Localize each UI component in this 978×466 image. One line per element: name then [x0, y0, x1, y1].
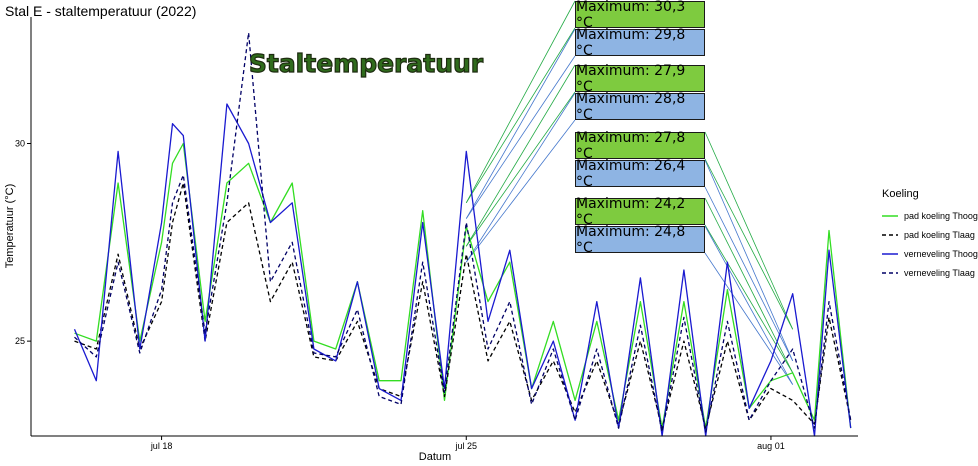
legend-item-3: verneveling Thoog: [882, 244, 978, 263]
annotation-connector: [465, 55, 576, 219]
x-tick-label: jul 25: [455, 441, 478, 451]
annotation-connector: [465, 119, 576, 263]
legend-label: pad koeling Tlaag: [904, 229, 975, 240]
annotation-box-4: Maximum: 28,8 °C: [575, 91, 705, 123]
legend-item-1: pad koeling Thoog: [882, 206, 978, 225]
annotation-connector: [465, 27, 576, 203]
annotation-box-1: Maximum: 30,3 °C: [575, 0, 705, 31]
chart-legend: Koeling pad koeling Thoog pad koeling Tla…: [882, 188, 978, 282]
legend-item-4: verneveling Tlaag: [882, 263, 978, 282]
annotation-connectors: [465, 0, 794, 385]
legend-swatch: [882, 214, 898, 217]
inner-chart-title: Staltemperatuur: [249, 49, 484, 78]
annotation-box-7: Maximum: 24,2 °C: [575, 196, 705, 228]
y-tick-label: 30: [15, 138, 25, 148]
annotation-connector: [465, 92, 576, 263]
series-line-3: [73, 103, 852, 437]
annotation-connector: [704, 252, 794, 385]
legend-label: verneveling Thoog: [904, 248, 978, 259]
annotation-box-2: Maximum: 29,8 °C: [575, 27, 705, 59]
y-axis-ticks: 25 30: [15, 138, 31, 346]
annotation-box-8: Maximum: 24,8 °C: [575, 224, 705, 256]
legend-label: verneveling Tlaag: [904, 267, 975, 278]
annotation-connector: [465, 28, 576, 219]
legend-swatch: [882, 271, 898, 274]
x-tick-label: aug 01: [757, 441, 785, 451]
y-axis-label: Temperatuur (°C): [4, 184, 16, 268]
legend-item-2: pad koeling Tlaag: [882, 225, 978, 244]
annotation-connector: [704, 159, 794, 362]
annotation-box-5: Maximum: 27,8 °C: [575, 130, 705, 162]
annotation-connector: [465, 0, 576, 203]
annotation-connector: [465, 91, 576, 247]
series-line-4: [74, 32, 852, 433]
annotation-connector: [704, 186, 794, 362]
annotation-connector: [704, 224, 794, 373]
x-axis-ticks: jul 18 jul 25 aug 01: [150, 436, 785, 451]
legend-swatch: [882, 233, 898, 236]
annotation-connector: [465, 64, 576, 247]
series-layer: [73, 32, 852, 437]
annotation-connector: [704, 225, 794, 385]
x-axis-label: Datum: [419, 451, 451, 463]
annotation-connector: [704, 131, 794, 330]
y-tick-label: 25: [15, 336, 25, 346]
x-tick-label: jul 18: [150, 441, 173, 451]
series-line-2: [74, 182, 852, 429]
legend-swatch: [882, 252, 898, 255]
chart-title: Stal E - staltemperatuur (2022): [5, 3, 197, 19]
annotation-connector: [704, 158, 794, 330]
annotation-box-6: Maximum: 26,4 °C: [575, 158, 705, 190]
annotation-box-3: Maximum: 27,9 °C: [575, 63, 705, 95]
legend-label: pad koeling Thoog: [904, 210, 978, 221]
legend-title: Koeling: [882, 188, 919, 200]
annotation-connector: [704, 197, 794, 373]
